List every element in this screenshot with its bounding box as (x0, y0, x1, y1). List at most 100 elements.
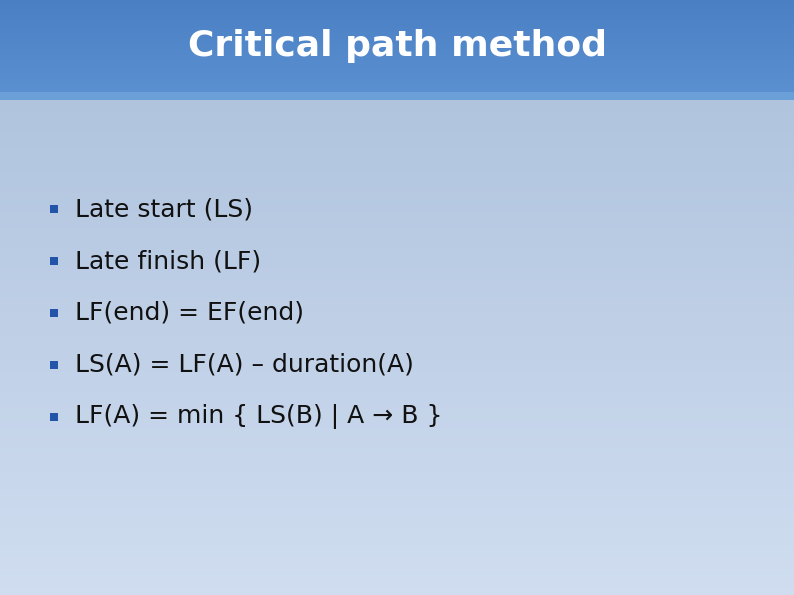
Polygon shape (0, 45, 794, 46)
Polygon shape (0, 17, 794, 18)
Polygon shape (0, 583, 794, 589)
Polygon shape (0, 267, 794, 273)
Polygon shape (0, 552, 794, 558)
Polygon shape (0, 51, 794, 52)
Polygon shape (0, 329, 794, 335)
Polygon shape (0, 515, 794, 521)
Polygon shape (0, 48, 794, 49)
Polygon shape (0, 360, 794, 366)
Polygon shape (0, 26, 794, 27)
Polygon shape (0, 447, 794, 453)
Polygon shape (0, 87, 794, 89)
Polygon shape (0, 90, 794, 91)
Polygon shape (0, 372, 794, 378)
Polygon shape (0, 323, 794, 329)
Polygon shape (0, 440, 794, 447)
Polygon shape (0, 558, 794, 564)
Polygon shape (0, 29, 794, 30)
Polygon shape (0, 150, 794, 156)
Polygon shape (0, 49, 794, 51)
Polygon shape (0, 243, 794, 249)
Polygon shape (0, 347, 794, 354)
Polygon shape (0, 53, 794, 54)
Polygon shape (0, 428, 794, 434)
Polygon shape (0, 508, 794, 515)
Polygon shape (0, 81, 794, 82)
Polygon shape (0, 564, 794, 570)
Text: LF(end) = EF(end): LF(end) = EF(end) (75, 301, 304, 325)
Polygon shape (0, 10, 794, 11)
Polygon shape (0, 52, 794, 53)
Polygon shape (0, 199, 794, 205)
Polygon shape (0, 59, 794, 60)
Polygon shape (0, 80, 794, 81)
Polygon shape (0, 181, 794, 187)
Polygon shape (0, 478, 794, 484)
Polygon shape (0, 100, 794, 107)
Polygon shape (0, 12, 794, 14)
Polygon shape (0, 14, 794, 15)
Polygon shape (0, 212, 794, 218)
Polygon shape (0, 18, 794, 20)
Polygon shape (50, 257, 58, 265)
Polygon shape (0, 31, 794, 32)
Text: Critical path method: Critical path method (187, 29, 607, 63)
Polygon shape (0, 570, 794, 577)
Polygon shape (0, 354, 794, 360)
Polygon shape (0, 490, 794, 496)
Polygon shape (0, 527, 794, 533)
Polygon shape (0, 193, 794, 199)
Text: Late finish (LF): Late finish (LF) (75, 249, 261, 273)
Polygon shape (0, 397, 794, 403)
Polygon shape (0, 89, 794, 90)
Polygon shape (0, 70, 794, 71)
Polygon shape (0, 255, 794, 261)
Polygon shape (0, 205, 794, 212)
Polygon shape (0, 286, 794, 292)
Polygon shape (0, 32, 794, 33)
Polygon shape (0, 22, 794, 23)
Polygon shape (0, 73, 794, 74)
Polygon shape (0, 143, 794, 150)
Polygon shape (0, 496, 794, 502)
Polygon shape (0, 20, 794, 21)
Polygon shape (0, 58, 794, 59)
Polygon shape (0, 502, 794, 508)
Polygon shape (0, 391, 794, 397)
Polygon shape (0, 230, 794, 236)
Polygon shape (0, 84, 794, 85)
Polygon shape (0, 1, 794, 2)
Polygon shape (0, 85, 794, 86)
Polygon shape (0, 21, 794, 22)
Polygon shape (0, 60, 794, 61)
Polygon shape (0, 91, 794, 92)
Polygon shape (50, 309, 58, 317)
Polygon shape (0, 36, 794, 37)
Polygon shape (0, 15, 794, 16)
Polygon shape (0, 6, 794, 7)
Polygon shape (0, 311, 794, 317)
Polygon shape (0, 298, 794, 304)
Polygon shape (0, 422, 794, 428)
Polygon shape (0, 62, 794, 64)
Polygon shape (0, 0, 794, 1)
Polygon shape (0, 74, 794, 75)
Polygon shape (0, 125, 794, 131)
Polygon shape (0, 273, 794, 280)
Polygon shape (50, 205, 58, 213)
Polygon shape (0, 484, 794, 490)
Polygon shape (0, 224, 794, 230)
Polygon shape (0, 40, 794, 42)
Polygon shape (0, 44, 794, 45)
Polygon shape (0, 67, 794, 68)
Polygon shape (0, 47, 794, 48)
Polygon shape (0, 27, 794, 29)
Polygon shape (0, 403, 794, 409)
Polygon shape (0, 465, 794, 471)
Polygon shape (0, 23, 794, 24)
Polygon shape (0, 75, 794, 76)
Polygon shape (0, 236, 794, 243)
Polygon shape (0, 83, 794, 84)
Polygon shape (0, 37, 794, 38)
Polygon shape (0, 24, 794, 26)
